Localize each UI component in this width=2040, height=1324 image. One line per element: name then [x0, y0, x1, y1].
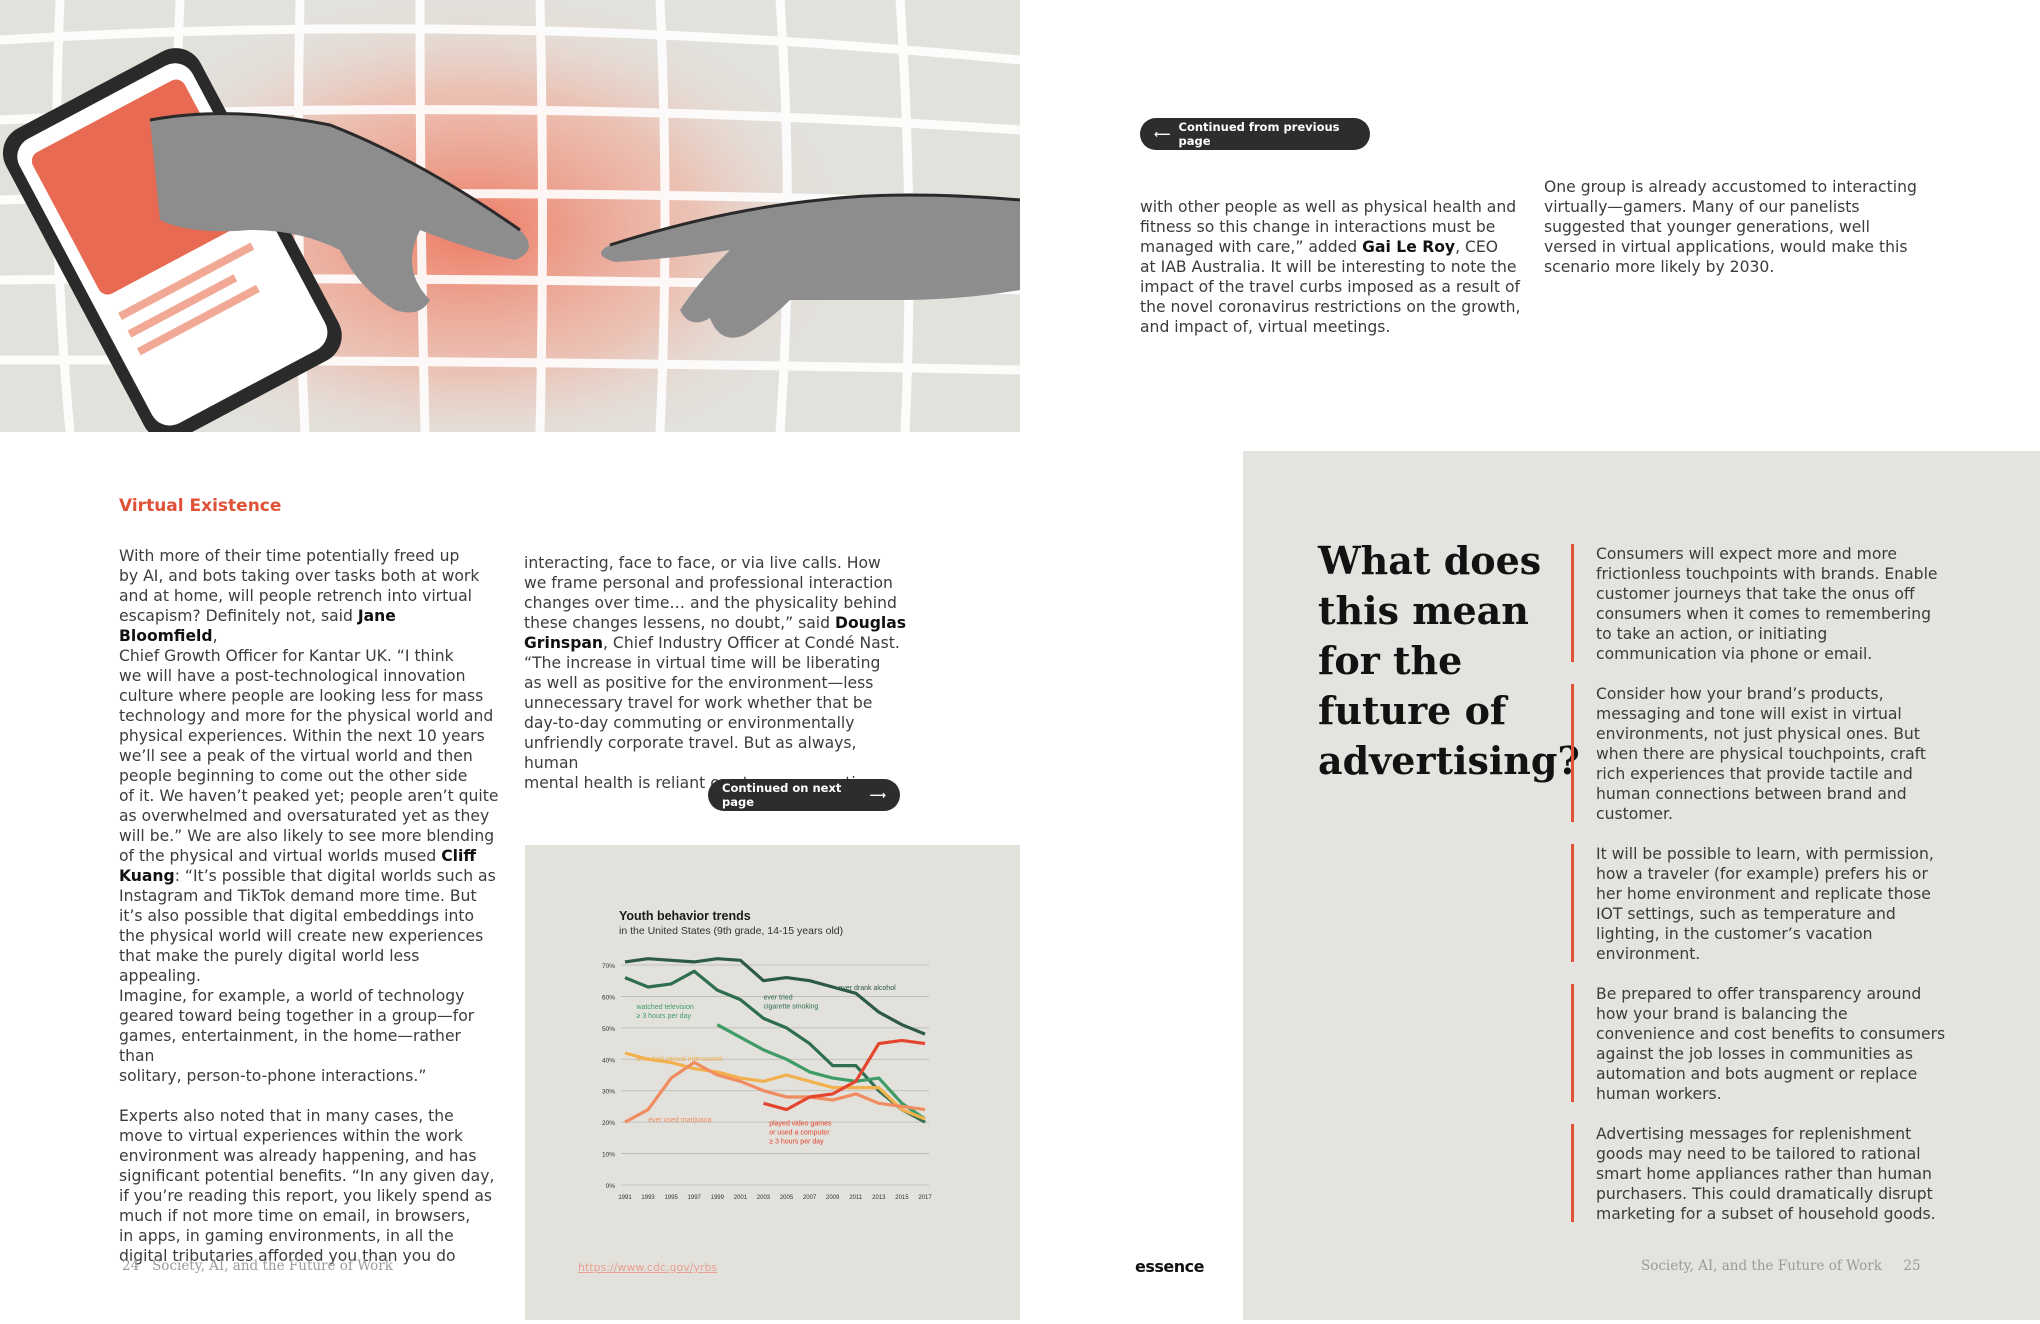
- x-tick-label: 2005: [780, 1195, 794, 1201]
- name-jane-bloomfield: Jane Bloomfield: [119, 607, 396, 645]
- series-line: [624, 1060, 926, 1124]
- left-body-column-1: With more of their time potentially free…: [119, 526, 499, 1266]
- essence-logo: essence: [1135, 1257, 1204, 1276]
- series-label: watched television ≥ 3 hours per day: [636, 1004, 694, 1020]
- youth-trends-chart: Youth behavior trends in the United Stat…: [602, 909, 932, 1201]
- footer-right: Society, AI, and the Future of Work 25: [1641, 1258, 1921, 1274]
- bullet-point: Advertising messages for replenishment g…: [1571, 1124, 1951, 1223]
- name-douglas-grinspan: Douglas Grinspan: [524, 614, 907, 652]
- series-label: ever tried cigarette smoking: [763, 995, 818, 1011]
- x-tick-label: 2013: [872, 1195, 886, 1201]
- x-tick-label: 1991: [618, 1195, 632, 1201]
- continued-prev-button[interactable]: ⟵ Continued from previous page: [1140, 118, 1370, 150]
- bullet-point: Be prepared to offer transparency around…: [1571, 984, 1951, 1103]
- x-tick-label: 2017: [918, 1195, 932, 1201]
- continued-next-button[interactable]: Continued on next page ⟶: [708, 779, 900, 811]
- x-tick-label: 1997: [688, 1195, 702, 1201]
- x-tick-label: 2007: [803, 1195, 817, 1201]
- hands-phone-illustration: [0, 0, 1020, 432]
- series-line: [716, 1023, 926, 1121]
- y-tick-label: 0%: [606, 1183, 616, 1190]
- x-tick-label: 1993: [641, 1195, 655, 1201]
- series-label: ever used marijuana: [648, 1117, 712, 1124]
- x-tick-label: 2009: [826, 1195, 840, 1201]
- page-number: 25: [1903, 1258, 1921, 1274]
- continued-prev-label: Continued from previous page: [1178, 120, 1340, 148]
- footer-title: Society, AI, and the Future of Work: [1641, 1258, 1882, 1274]
- series-label: played video games or used a computer ≥ 3 …: [769, 1120, 832, 1145]
- right-body-column-b: One group is already accustomed to inter…: [1544, 178, 1917, 276]
- x-tick-label: 2015: [895, 1195, 909, 1201]
- left-body-column-2: interacting, face to face, or via live c…: [524, 533, 909, 793]
- series-line: [763, 1038, 926, 1112]
- text-run: With more of their time potentially free…: [119, 547, 480, 625]
- x-tick-label: 1999: [711, 1195, 725, 1201]
- text-run: : “It’s possible that digital worlds suc…: [119, 867, 496, 1265]
- series-label: ever had sexual intercourse: [637, 1056, 723, 1063]
- text-run: , Chief Industry Officer at Condé Nast. …: [524, 634, 900, 792]
- x-tick-label: 2011: [849, 1195, 863, 1201]
- chart-title: Youth behavior trends: [619, 909, 751, 923]
- footer-left: 24 Society, AI, and the Future of Work: [122, 1258, 393, 1274]
- footer-title: Society, AI, and the Future of Work: [152, 1258, 393, 1274]
- arrow-left-icon: ⟵: [1154, 127, 1171, 141]
- y-tick-label: 30%: [602, 1089, 615, 1096]
- bullet-point: Consumers will expect more and more fric…: [1571, 544, 1951, 663]
- page-number: 24: [122, 1258, 140, 1274]
- bullet-point: Consider how your brand’s products, mess…: [1571, 684, 1951, 823]
- hero-illustration: [0, 0, 1020, 432]
- continued-next-label: Continued on next page: [722, 781, 842, 809]
- section-title: Virtual Existence: [119, 496, 282, 516]
- arrow-right-icon: ⟶: [869, 788, 887, 802]
- x-tick-label: 2001: [734, 1195, 748, 1201]
- x-tick-label: 1995: [664, 1195, 678, 1201]
- y-tick-label: 10%: [602, 1152, 615, 1159]
- y-tick-label: 20%: [602, 1120, 615, 1127]
- bullet-point: It will be possible to learn, with permi…: [1571, 844, 1951, 963]
- text-run: , Chief Growth Officer for Kantar UK. “I…: [119, 627, 499, 865]
- advertising-panel: [1243, 451, 2040, 1320]
- series-line: [624, 1051, 926, 1121]
- y-tick-label: 50%: [602, 1026, 615, 1033]
- right-body-column-a: with other people as well as physical he…: [1140, 177, 1525, 337]
- y-tick-label: 60%: [602, 994, 615, 1001]
- x-tick-label: 2003: [757, 1195, 771, 1201]
- text-run: interacting, face to face, or via live c…: [524, 554, 897, 632]
- advertising-question-heading: What does this mean for the future of ad…: [1318, 538, 1580, 783]
- chart-panel: Youth behavior trends in the United Stat…: [525, 845, 1020, 1320]
- name-cliff-kuang: Cliff Kuang: [119, 847, 476, 885]
- chart-subtitle: in the United States (9th grade, 14-15 y…: [619, 925, 843, 937]
- text-run: , CEO at IAB Australia. It will be inter…: [1140, 238, 1521, 336]
- y-tick-label: 40%: [602, 1057, 615, 1064]
- name-gai-le-roy: Gai Le Roy: [1362, 238, 1456, 256]
- series-label: ever drank alcohol: [838, 985, 896, 992]
- series-line: [624, 957, 926, 1036]
- text-run: with other people as well as physical he…: [1140, 198, 1517, 256]
- source-link[interactable]: https://www.cdc.gov/yrbs: [578, 1261, 718, 1274]
- y-tick-label: 70%: [602, 963, 615, 970]
